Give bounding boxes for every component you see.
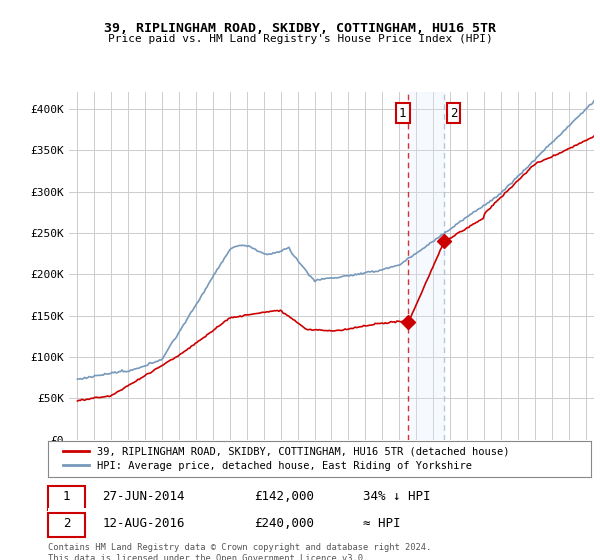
Text: 27-JUN-2014: 27-JUN-2014 bbox=[103, 491, 185, 503]
Text: 1: 1 bbox=[63, 491, 70, 503]
Text: 2: 2 bbox=[449, 106, 457, 120]
Text: 39, RIPLINGHAM ROAD, SKIDBY, COTTINGHAM, HU16 5TR: 39, RIPLINGHAM ROAD, SKIDBY, COTTINGHAM,… bbox=[104, 22, 496, 35]
Text: 1: 1 bbox=[399, 106, 406, 120]
FancyBboxPatch shape bbox=[48, 486, 85, 510]
Text: £240,000: £240,000 bbox=[254, 517, 314, 530]
Text: Contains HM Land Registry data © Crown copyright and database right 2024.
This d: Contains HM Land Registry data © Crown c… bbox=[48, 543, 431, 560]
Text: 34% ↓ HPI: 34% ↓ HPI bbox=[363, 491, 430, 503]
Text: Price paid vs. HM Land Registry's House Price Index (HPI): Price paid vs. HM Land Registry's House … bbox=[107, 34, 493, 44]
Text: ≈ HPI: ≈ HPI bbox=[363, 517, 400, 530]
Bar bbox=[408, 92, 444, 440]
FancyBboxPatch shape bbox=[48, 513, 85, 536]
Legend: 39, RIPLINGHAM ROAD, SKIDBY, COTTINGHAM, HU16 5TR (detached house), HPI: Average: 39, RIPLINGHAM ROAD, SKIDBY, COTTINGHAM,… bbox=[59, 442, 514, 475]
Text: £142,000: £142,000 bbox=[254, 491, 314, 503]
Text: 12-AUG-2016: 12-AUG-2016 bbox=[103, 517, 185, 530]
Text: 2: 2 bbox=[63, 517, 70, 530]
